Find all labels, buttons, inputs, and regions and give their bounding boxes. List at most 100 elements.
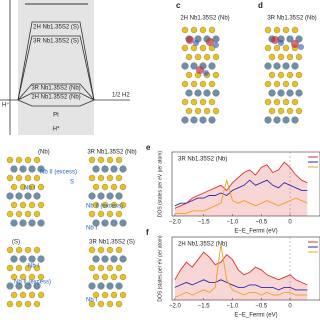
atom: [19, 183, 27, 191]
atom: [88, 174, 96, 182]
atom: [88, 300, 96, 308]
atom: [295, 71, 303, 79]
atom: [92, 219, 100, 227]
atom: [286, 71, 294, 79]
x-tick-label: −1.5: [198, 220, 211, 226]
atom: [28, 183, 36, 191]
atom: [110, 291, 118, 299]
atom-label: Nb I: [28, 264, 39, 270]
atom: [101, 201, 109, 209]
atom: [88, 156, 96, 164]
atom: [6, 264, 14, 272]
atom: [106, 156, 114, 164]
atom: [264, 26, 272, 34]
atom: [181, 80, 189, 88]
atom: [97, 210, 105, 218]
atom: [97, 282, 105, 290]
atom: [212, 53, 220, 61]
atom: [24, 246, 32, 254]
atom: [110, 201, 118, 209]
atom: [19, 219, 27, 227]
shade: [18, 0, 94, 135]
atom: [101, 183, 109, 191]
atom: [115, 264, 123, 272]
atom: [286, 89, 294, 97]
atom: [97, 192, 105, 200]
dos-plots: e 3R Nb1.35S2 (Nb) DOS (states per eV per …: [146, 143, 320, 319]
atom: [15, 210, 23, 218]
atom: [106, 174, 114, 182]
atom: [28, 219, 36, 227]
atom: [92, 291, 100, 299]
level-label: 3R Nb1.35S2 (S): [33, 39, 79, 45]
atom: [15, 300, 23, 308]
atom: [33, 192, 41, 200]
state-label: H*: [53, 127, 60, 133]
atom: [37, 219, 45, 227]
atom: [28, 255, 36, 263]
atom: [92, 201, 100, 209]
atom: [10, 255, 18, 263]
atom: [119, 183, 127, 191]
level-label: 2H Nb1.35S2 (Nb): [31, 95, 80, 101]
x-tick-label: −0.5: [255, 304, 268, 310]
atom: [291, 98, 299, 106]
atom: [92, 183, 100, 191]
atom: [24, 264, 32, 272]
atom: [97, 156, 105, 164]
atom: [33, 246, 41, 254]
atom: [268, 71, 276, 79]
atom: [203, 107, 211, 115]
atom: [19, 165, 27, 173]
atom: [33, 264, 41, 272]
atom: [37, 255, 45, 263]
atom: [88, 282, 96, 290]
atom: [37, 201, 45, 209]
atom: [190, 62, 198, 70]
atom: [282, 62, 290, 70]
atom: [212, 89, 220, 97]
atom: [19, 255, 27, 263]
atom: [19, 273, 27, 281]
atom: [24, 300, 32, 308]
structure-title: (Nb): [38, 150, 50, 156]
atom: [6, 156, 14, 164]
atom: [24, 192, 32, 200]
atom: [97, 264, 105, 272]
atom: [33, 174, 41, 182]
atom: [6, 192, 14, 200]
isosurface: [271, 36, 279, 44]
atom: [88, 246, 96, 254]
atom: [264, 116, 272, 124]
atom-label: S: [70, 180, 74, 186]
atom: [92, 255, 100, 263]
panel-title: 3R Nb1.35S2 (Nb): [267, 16, 316, 22]
x-axis-label: E−E_Fermi (eV): [234, 229, 277, 235]
atom: [24, 210, 32, 218]
atom: [115, 282, 123, 290]
atom: [212, 107, 220, 115]
atom: [6, 174, 14, 182]
state-label: 1/2 H2: [112, 93, 130, 99]
atom: [208, 26, 216, 34]
atom: [273, 98, 281, 106]
dos-line: [174, 251, 308, 286]
atom: [282, 44, 290, 52]
atom: [6, 282, 14, 290]
atom: [291, 116, 299, 124]
x-tick-label: −1.0: [227, 304, 240, 310]
atom: [190, 98, 198, 106]
atom: [15, 156, 23, 164]
path: [17, 35, 95, 101]
atom-label: Nb I: [86, 298, 97, 304]
atom: [110, 165, 118, 173]
atom: [268, 107, 276, 115]
atom: [286, 35, 294, 43]
catalyst-label: Pt: [53, 113, 59, 119]
atom: [212, 71, 220, 79]
atom: [101, 255, 109, 263]
atom: [28, 201, 36, 209]
atom: [19, 201, 27, 209]
isosurface: [213, 42, 219, 48]
atom-label: Nb I: [24, 186, 35, 192]
